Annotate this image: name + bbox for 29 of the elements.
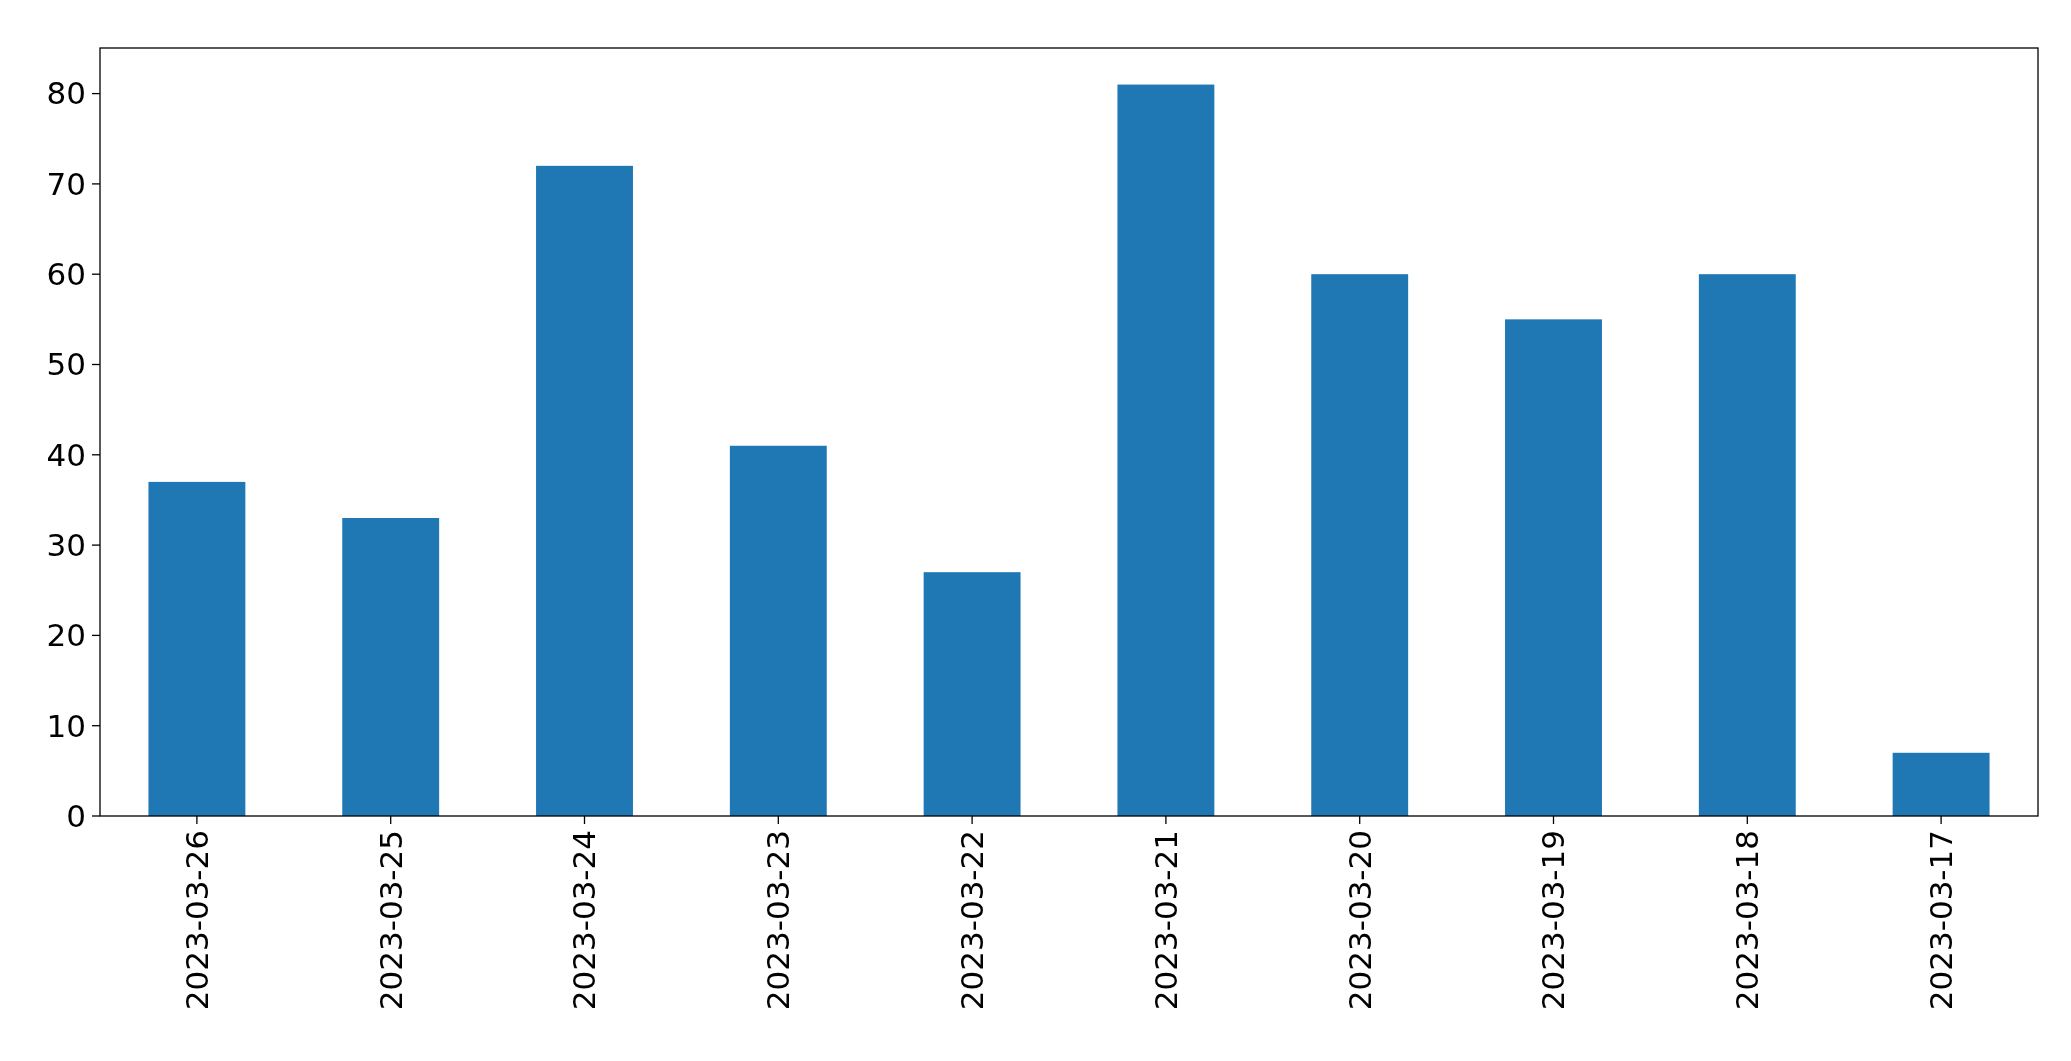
bar <box>1698 274 1796 816</box>
bar <box>536 165 633 816</box>
x-tick-label: 2023-03-17 <box>1922 830 1959 1011</box>
x-tick-label: 2023-03-25 <box>372 830 409 1011</box>
bar <box>1117 84 1215 816</box>
x-tick-label: 2023-03-23 <box>760 830 797 1011</box>
x-tick-label: 2023-03-26 <box>178 830 215 1011</box>
bar <box>729 445 827 816</box>
y-tick-label: 30 <box>46 526 86 563</box>
bar <box>148 481 246 816</box>
y-tick-label: 0 <box>66 797 86 834</box>
bar <box>1311 274 1409 816</box>
y-tick-label: 60 <box>46 256 86 293</box>
bar <box>342 518 440 816</box>
y-tick-label: 10 <box>46 707 86 744</box>
y-tick-label: 50 <box>46 346 86 383</box>
x-tick-label: 2023-03-24 <box>566 830 603 1011</box>
y-tick-label: 20 <box>46 617 86 654</box>
y-tick-label: 80 <box>46 75 86 112</box>
x-tick-label: 2023-03-19 <box>1535 830 1572 1011</box>
x-tick-label: 2023-03-18 <box>1729 830 1766 1011</box>
y-tick-label: 40 <box>46 436 86 473</box>
x-tick-label: 2023-03-21 <box>1147 830 1184 1011</box>
bar <box>1892 752 1990 816</box>
bar <box>923 572 1021 816</box>
y-tick-label: 70 <box>46 165 86 202</box>
bar <box>1505 319 1602 816</box>
x-tick-label: 2023-03-22 <box>953 830 990 1011</box>
x-tick-label: 2023-03-20 <box>1341 830 1378 1011</box>
